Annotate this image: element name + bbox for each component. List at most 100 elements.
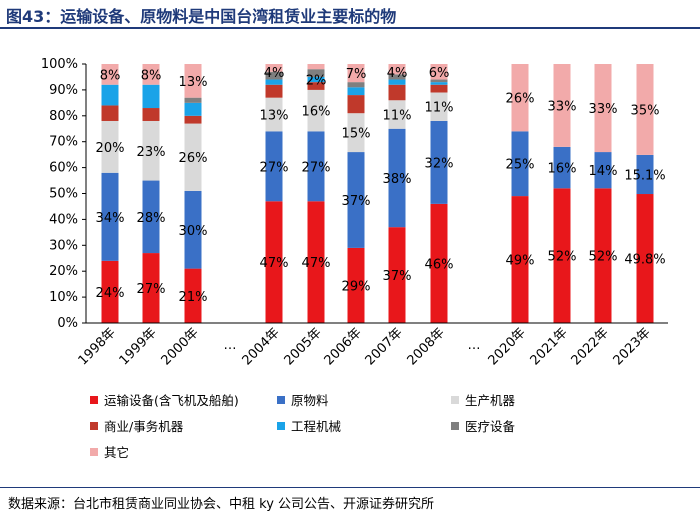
bar-segment — [184, 268, 202, 323]
bar-segment — [553, 188, 571, 323]
y-tick-label: 10% — [49, 290, 78, 305]
bar-segment — [184, 64, 202, 98]
data-label: 14% — [589, 164, 618, 179]
bar-segment — [388, 64, 406, 75]
bar-segment — [347, 87, 365, 96]
data-label: 16% — [302, 105, 331, 120]
bar-segment — [594, 152, 612, 189]
bar-segment — [265, 64, 283, 72]
bar-segment — [430, 203, 448, 323]
data-label: 21% — [179, 290, 208, 305]
legend-label: 生产机器 — [465, 393, 516, 408]
data-label: 13% — [179, 75, 208, 90]
data-label: 26% — [506, 92, 535, 107]
data-label: 30% — [179, 224, 208, 239]
bar-segment — [184, 102, 202, 116]
legend-label: 运输设备(含飞机及船舶) — [104, 393, 239, 408]
bar-segment — [388, 84, 406, 101]
bar-segment — [101, 172, 119, 261]
bar-segment — [265, 131, 283, 202]
bar-segment — [307, 69, 325, 77]
x-tick-label: 2022年 — [569, 325, 612, 368]
data-label: 46% — [425, 257, 454, 272]
bar-segment — [511, 131, 529, 197]
bar-segment — [347, 82, 365, 88]
bar-segment — [430, 79, 448, 83]
bar-segment — [636, 64, 654, 155]
y-tick-label: 30% — [49, 238, 78, 253]
x-tick-label: … — [224, 338, 237, 353]
x-tick-label: … — [468, 338, 481, 353]
x-tick-label: 2004年 — [240, 325, 283, 368]
bar-segment — [430, 64, 448, 80]
footer-divider — [0, 487, 700, 488]
y-tick-label: 60% — [49, 161, 78, 176]
y-tick-label: 70% — [49, 135, 78, 150]
legend-label: 原物料 — [291, 393, 329, 408]
x-tick-label: 2008年 — [405, 325, 448, 368]
bar-segment — [430, 120, 448, 204]
legend-swatch — [90, 422, 98, 430]
bar-segment — [142, 64, 160, 85]
bar-segment — [347, 247, 365, 323]
bar-segment — [265, 84, 283, 98]
y-tick-label: 50% — [49, 187, 78, 202]
bar-segment — [388, 79, 406, 85]
bar-segment — [511, 64, 529, 132]
y-tick-label: 0% — [57, 316, 78, 331]
data-label: 38% — [383, 172, 412, 187]
bar-segment — [184, 190, 202, 269]
bar-segment — [307, 131, 325, 202]
source-note: 数据来源：台北市租赁商业同业协会、中租 ky 公司公告、开源证券研究所 — [8, 497, 435, 512]
bar-segment — [430, 92, 448, 121]
bar-segment — [388, 74, 406, 80]
bar-segment — [307, 82, 325, 90]
data-label: 20% — [96, 141, 125, 156]
data-label: 11% — [425, 101, 454, 116]
data-label: 4% — [387, 66, 408, 81]
bar-segment — [347, 95, 365, 114]
bar-segment — [347, 64, 365, 83]
data-label: 8% — [100, 68, 121, 83]
bar-segment — [430, 82, 448, 85]
data-label: 7% — [346, 67, 367, 82]
y-tick-label: 90% — [49, 83, 78, 98]
data-label: 24% — [96, 286, 125, 301]
bar-segment — [594, 64, 612, 153]
bar-segment — [553, 146, 571, 189]
x-tick-label: 1998年 — [76, 325, 119, 368]
bar-segment — [265, 201, 283, 323]
legend-label: 工程机械 — [291, 419, 342, 434]
bar-segment — [101, 260, 119, 323]
bar-segment — [101, 84, 119, 106]
x-tick-label: 2021年 — [528, 325, 571, 368]
y-tick-label: 100% — [41, 57, 78, 72]
bar-segment — [265, 97, 283, 132]
x-tick-label: 2007年 — [363, 325, 406, 368]
data-label: 13% — [260, 109, 289, 124]
bar-segment — [553, 64, 571, 147]
data-label: 11% — [383, 109, 412, 124]
bar-segment — [142, 108, 160, 121]
data-label: 25% — [506, 158, 535, 173]
bar-segment — [142, 253, 160, 323]
x-tick-label: 2020年 — [486, 325, 529, 368]
data-label: 27% — [137, 282, 166, 297]
data-label: 29% — [342, 279, 371, 294]
bar-segment — [388, 100, 406, 129]
bar-segment — [184, 123, 202, 191]
bar-segment — [388, 128, 406, 228]
data-label: 47% — [260, 256, 289, 271]
chart-title: 图43：运输设备、原物料是中国台湾租赁业主要标的物 — [6, 7, 397, 26]
bar-segment — [594, 188, 612, 323]
title-divider — [0, 27, 700, 29]
y-axis: 0% 10% 20% 30% 40% 50% 60% 70% 80% 90% 100% — [41, 57, 87, 331]
bar-segment — [142, 84, 160, 109]
x-tick-label: 2000年 — [159, 325, 202, 368]
y-tick-label: 20% — [49, 264, 78, 279]
data-label: 15% — [342, 127, 371, 142]
legend-swatch — [451, 396, 459, 404]
data-label: 23% — [137, 145, 166, 160]
